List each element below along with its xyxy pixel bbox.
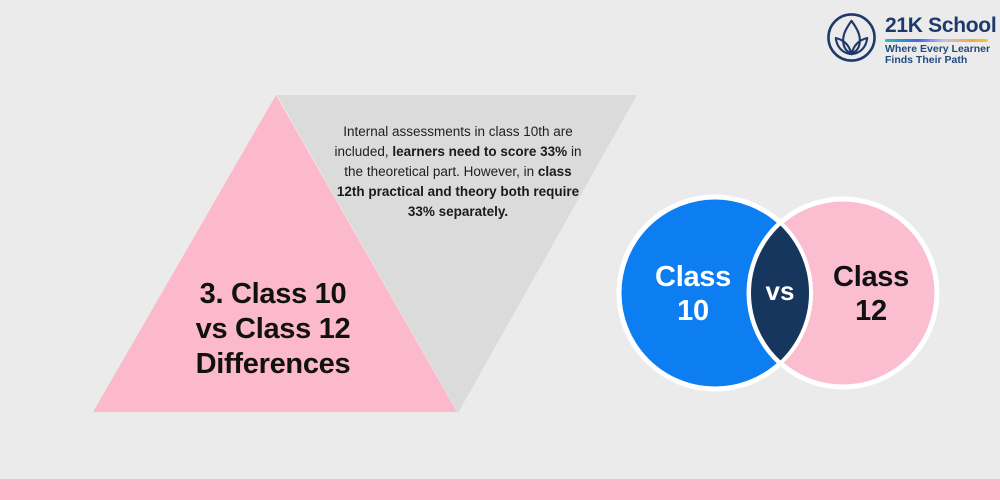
brand-text-block: 21K School Where Every Learner Finds The… [885, 12, 997, 67]
section-title-line: Differences [195, 348, 351, 380]
venn-label-class12: Class 12 [791, 260, 951, 328]
brand-name: 21K School [885, 14, 997, 37]
pink-triangle [93, 95, 457, 412]
brand-tagline: Where Every Learner Finds Their Path [885, 42, 996, 67]
assessment-note: Internal assessments in class 10th are i… [332, 122, 584, 222]
lotus-logo-icon [827, 13, 876, 62]
venn-overlap-lens [747, 220, 814, 366]
brand-tagline-line: Where Every Learner [885, 42, 991, 55]
venn-label-class10: Class 10 [613, 260, 773, 328]
section-title-line: 3. Class 10 [199, 278, 347, 310]
brand-gradient-underline [885, 39, 988, 42]
brand-tagline-line: Finds Their Path [885, 54, 968, 66]
venn-label-class12-line: Class [833, 261, 909, 293]
bottom-accent-bar [0, 479, 1000, 500]
venn-label-class12-line: 12 [855, 295, 887, 327]
gray-inverted-triangle [277, 95, 637, 413]
brand-logo: 21K School Where Every Learner Finds The… [826, 12, 997, 67]
section-title-line: vs Class 12 [195, 313, 351, 345]
note-text-bold: class 12th practical and theory both req… [336, 164, 580, 219]
venn-diagram [616, 194, 940, 392]
note-text-bold: learners need to score 33% [392, 144, 568, 159]
venn-label-class10-line: 10 [677, 295, 709, 327]
note-text-normal: in the theoretical part. However, in [344, 144, 582, 179]
venn-vs-label: vs [765, 276, 795, 306]
section-title: 3. Class 10 vs Class 12 Differences [120, 277, 426, 382]
venn-label-class10-line: Class [655, 261, 731, 293]
note-text-normal: Internal assessments in class 10th are i… [334, 124, 573, 159]
